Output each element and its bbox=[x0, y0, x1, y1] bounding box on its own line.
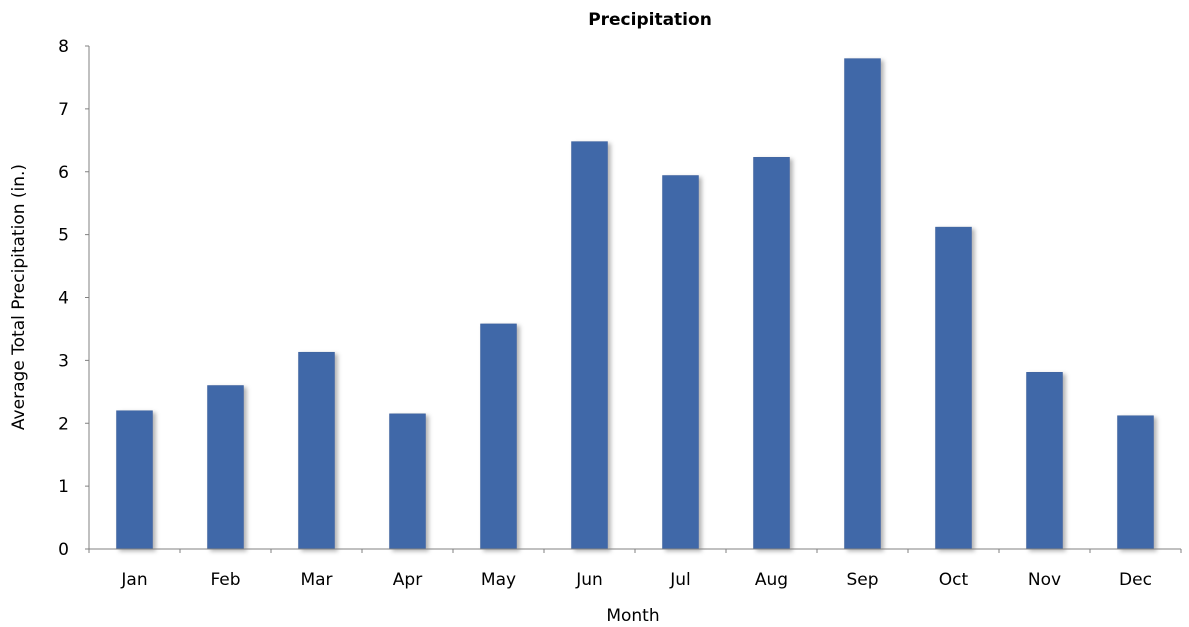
bar-oct bbox=[935, 226, 972, 550]
x-tick-label-nov: Nov bbox=[1028, 570, 1061, 590]
x-axis-label: Month bbox=[606, 606, 659, 626]
x-tick-label-dec: Dec bbox=[1119, 570, 1152, 590]
y-axis: 0 1 2 3 4 5 6 7 8 bbox=[58, 37, 90, 560]
y-axis-label: Average Total Precipitation (in.) bbox=[9, 164, 29, 430]
bar-may bbox=[480, 323, 517, 550]
x-tick-label-jun: Jun bbox=[575, 570, 603, 590]
x-tick-label-jul: Jul bbox=[669, 570, 691, 590]
y-tick-label: 6 bbox=[58, 163, 69, 183]
y-tick-label: 8 bbox=[58, 37, 69, 57]
y-tick-label: 1 bbox=[58, 477, 69, 497]
bar-nov bbox=[1026, 372, 1063, 550]
x-tick-label-may: May bbox=[481, 570, 516, 590]
x-tick-label-mar: Mar bbox=[300, 570, 332, 590]
x-tick-label-oct: Oct bbox=[939, 570, 969, 590]
x-tick-label-apr: Apr bbox=[393, 570, 422, 590]
x-tick-label-sep: Sep bbox=[846, 570, 878, 590]
x-tick-label-aug: Aug bbox=[755, 570, 788, 590]
y-tick-label: 7 bbox=[58, 100, 69, 120]
bar-dec bbox=[1117, 415, 1154, 550]
y-tick-label: 2 bbox=[58, 414, 69, 434]
bar-aug bbox=[753, 157, 790, 550]
bar-jun bbox=[571, 141, 608, 550]
bar-feb bbox=[207, 385, 244, 550]
y-tick-label: 3 bbox=[58, 351, 69, 371]
x-tick-label-feb: Feb bbox=[210, 570, 240, 590]
x-axis: Jan Feb Mar Apr May Jun Jul Aug Sep Oct Nov Dec bbox=[88, 548, 1182, 590]
y-tick-label: 5 bbox=[58, 226, 69, 246]
bar-jul bbox=[662, 175, 699, 550]
chart-title: Precipitation bbox=[588, 10, 712, 30]
y-tick-label: 0 bbox=[58, 540, 69, 560]
bar-mar bbox=[298, 351, 335, 550]
bars-group bbox=[116, 58, 1154, 550]
bar-sep bbox=[844, 58, 881, 550]
bar-apr bbox=[389, 413, 426, 550]
y-tick-label: 4 bbox=[58, 289, 69, 309]
x-tick-label-jan: Jan bbox=[120, 570, 147, 590]
bar-jan bbox=[116, 410, 153, 550]
